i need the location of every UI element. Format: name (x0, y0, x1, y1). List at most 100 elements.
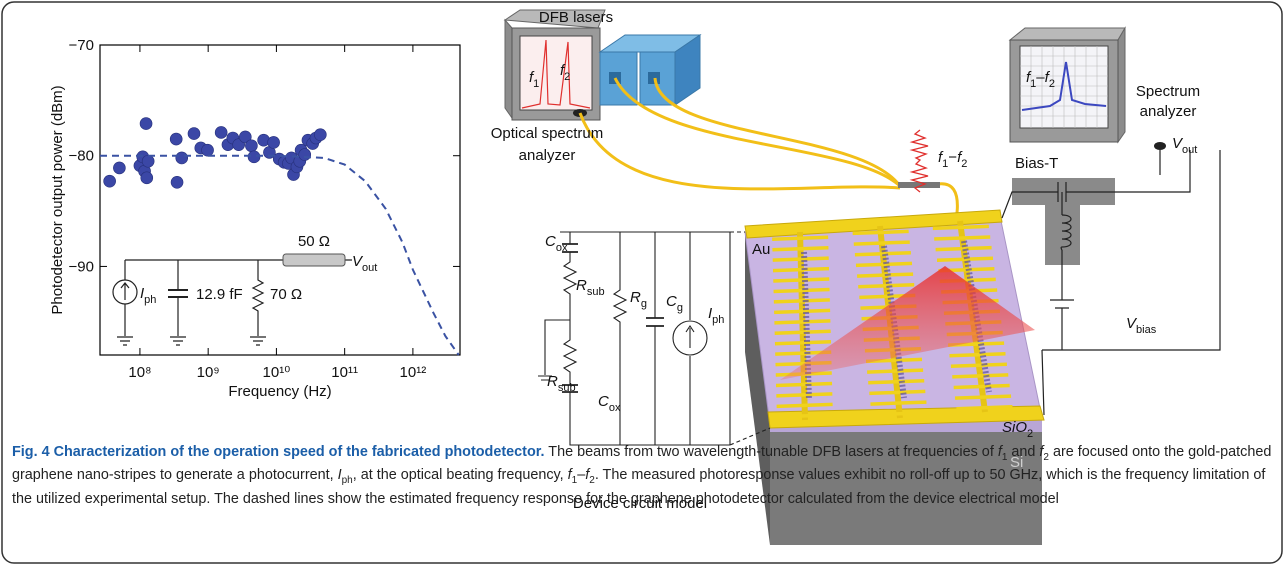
electrode-finger (951, 364, 1007, 366)
electrode-finger (774, 310, 830, 312)
electrode-finger (952, 375, 1008, 377)
x-tick-label: 10¹⁰ (263, 364, 291, 381)
electrode-finger (954, 386, 1010, 388)
data-point (104, 175, 116, 187)
esa-port (1154, 142, 1166, 150)
label: Cg (666, 293, 683, 314)
y-axis-label: Photodetector output power (dBm) (49, 85, 66, 314)
electrode-finger (776, 394, 832, 396)
label: Rg (630, 289, 647, 310)
inset-label: 50 Ω (298, 233, 330, 250)
x-tick-label: 10⁹ (197, 364, 220, 381)
label: Vout (1172, 135, 1197, 156)
electrode-finger (776, 383, 832, 385)
esa-label: Spectrum (1136, 83, 1200, 100)
circuit-arrow (686, 326, 694, 348)
inset-label: 70 Ω (270, 286, 302, 303)
electrode-finger (772, 237, 828, 239)
label-sub: ox (556, 242, 568, 254)
label: Vout (352, 253, 377, 274)
data-point (299, 149, 311, 161)
label: Iph (708, 305, 724, 326)
electrode-finger (854, 242, 910, 244)
page: Frequency (Hz) Photodetector output powe… (0, 0, 1284, 565)
data-point (113, 162, 125, 174)
esa-top (1010, 28, 1125, 40)
data-point (140, 118, 152, 130)
label-part: R (630, 289, 641, 306)
label-part: R (576, 277, 587, 294)
fit-line (100, 156, 459, 355)
label-sub: g (677, 302, 683, 314)
label-part: R (547, 373, 558, 390)
electrode-finger (777, 415, 833, 417)
label-sub: sub (587, 286, 605, 298)
label-part: SiO (1002, 419, 1027, 436)
inset-grounds (117, 337, 266, 345)
y-tick-label: −80 (69, 148, 94, 165)
label-sub: 1 (533, 78, 539, 90)
electrode-finger (858, 285, 914, 287)
electrode-finger (870, 402, 926, 404)
label: Vbias (1126, 315, 1157, 336)
electrode-finger (775, 331, 831, 333)
electrode-finger (774, 300, 830, 302)
plot-frame (100, 45, 460, 355)
label-sub: 2 (564, 71, 570, 83)
inset-capacitor (168, 290, 188, 297)
x-axis-label: Frequency (Hz) (228, 383, 331, 400)
label-sub: ph (144, 294, 156, 306)
label: Rsub (547, 373, 576, 394)
data-point (268, 136, 280, 148)
electrode-finger (872, 413, 928, 415)
electrode-finger (777, 404, 833, 406)
data-point (142, 155, 154, 167)
label-part: C (598, 393, 609, 410)
label: Cox (545, 233, 568, 254)
circuit-wires (560, 232, 730, 445)
data-point (188, 128, 200, 140)
caption: Fig. 4 Characterization of the operation… (12, 441, 1274, 511)
data-point (176, 152, 188, 164)
label-part: C (666, 293, 677, 310)
data-point (141, 172, 153, 184)
label: Cox (598, 393, 621, 414)
caption-text: , at the optical beating frequency, (353, 467, 568, 483)
caption-label: Fig. 4 (12, 444, 50, 460)
device-circuit (538, 232, 770, 445)
electrode-finger (934, 237, 990, 239)
caption-sub: ph (342, 475, 353, 486)
esa-side (1118, 28, 1125, 142)
label-sub: sub (558, 382, 576, 394)
caption-text: The beams from two wavelength-tunable DF… (545, 444, 998, 460)
fiber (580, 113, 900, 189)
label: f1−f2 (938, 149, 967, 170)
esa-label: analyzer (1140, 103, 1197, 120)
electrode-finger (853, 231, 909, 233)
label: Iph (140, 285, 156, 306)
electrode-finger (773, 279, 829, 281)
electrode-finger (867, 370, 923, 372)
data-point (314, 129, 326, 141)
data-point (171, 176, 183, 188)
electrode-finger (955, 396, 1011, 398)
electrode-finger (773, 269, 829, 271)
osa-label: Optical spectrum (491, 125, 604, 142)
label: Rsub (576, 277, 605, 298)
x-tick-label: 10¹¹ (331, 364, 358, 381)
data-point (170, 133, 182, 145)
label-sub: 2 (1049, 78, 1055, 90)
label-sub: 2 (961, 158, 967, 170)
electrode-finger (868, 381, 924, 383)
osa-side (505, 20, 512, 118)
gold-label: Au (752, 241, 770, 258)
data-point (248, 151, 260, 163)
electrode-finger (933, 226, 989, 228)
data-point (215, 126, 227, 138)
laser-port (648, 72, 660, 84)
caption-title: Characterization of the operation speed … (54, 444, 545, 460)
x-tick-label: 10¹² (400, 364, 427, 381)
y-tick-label: −70 (69, 37, 94, 54)
lasers-label: DFB lasers (539, 9, 613, 26)
bias-tee (1012, 178, 1115, 265)
